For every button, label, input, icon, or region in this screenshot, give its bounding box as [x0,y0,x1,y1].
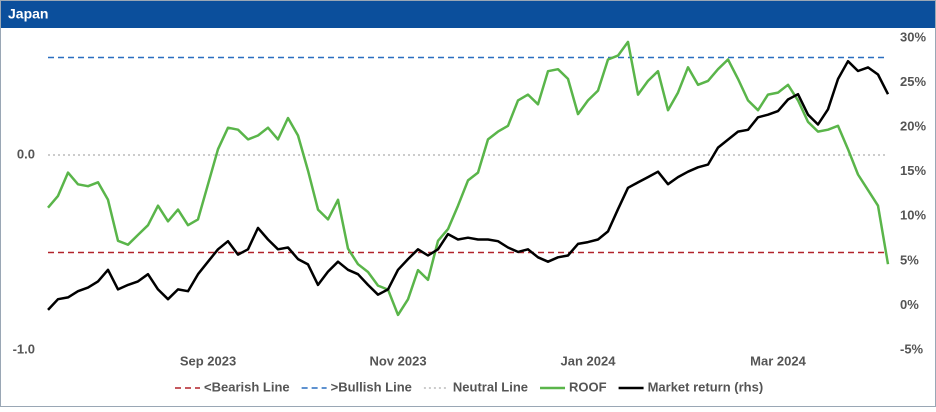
y2-tick-label: 15% [900,163,926,178]
y2-tick-label: 25% [900,74,926,89]
legend-label: Neutral Line [453,379,528,394]
x-tick-label: Jan 2024 [561,353,617,368]
x-tick-label: Nov 2023 [369,353,426,368]
legend-label: <Bearish Line [204,379,290,394]
series-line [47,40,890,317]
legend-label: ROOF [569,379,607,394]
y-tick-label: 0.0 [17,146,35,161]
y2-tick-label: 20% [900,119,926,134]
x-tick-label: Mar 2024 [750,353,806,368]
y2-tick-label: 5% [900,252,919,267]
legend-label: >Bullish Line [331,379,412,394]
legend-label: Market return (rhs) [648,379,764,394]
y2-tick-label: -5% [900,341,924,356]
header-bar [1,1,935,28]
y2-tick-label: 0% [900,297,919,312]
series-line [47,59,890,311]
chart-title: Japan [8,6,48,22]
y-tick-label: -1.0 [13,341,35,356]
x-tick-label: Sep 2023 [180,353,236,368]
y2-tick-label: 30% [900,29,926,44]
y2-tick-label: 10% [900,208,926,223]
